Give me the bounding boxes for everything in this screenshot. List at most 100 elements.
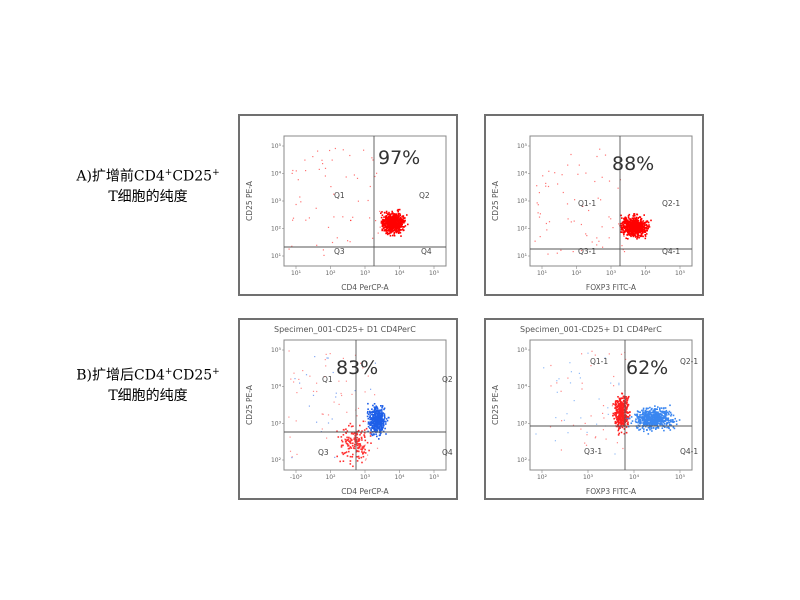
event-point xyxy=(321,413,323,415)
event-point xyxy=(636,228,639,230)
event-point xyxy=(663,429,665,432)
event-point xyxy=(636,213,638,216)
event-point xyxy=(312,390,315,392)
event-point xyxy=(620,214,622,217)
event-point xyxy=(398,229,401,232)
event-point xyxy=(596,237,598,239)
event-point xyxy=(631,230,633,233)
event-point xyxy=(649,428,651,431)
event-point xyxy=(649,406,651,409)
event-point xyxy=(668,413,670,416)
event-point xyxy=(380,429,382,432)
event-point xyxy=(395,215,397,217)
event-point xyxy=(613,375,615,378)
event-point xyxy=(369,414,371,416)
event-point xyxy=(367,421,370,423)
event-point xyxy=(341,394,343,397)
event-point xyxy=(404,219,406,222)
event-point xyxy=(363,434,366,437)
event-point xyxy=(637,421,639,424)
event-point xyxy=(395,229,397,232)
event-point xyxy=(604,154,607,156)
event-point xyxy=(621,414,624,416)
event-point xyxy=(613,385,615,387)
event-point xyxy=(604,357,606,359)
event-point xyxy=(594,437,596,439)
event-point xyxy=(538,192,540,194)
event-point xyxy=(621,403,624,406)
event-point xyxy=(656,426,658,429)
event-point xyxy=(390,219,392,222)
event-point xyxy=(636,219,639,222)
event-point xyxy=(667,417,669,420)
event-point xyxy=(356,433,359,436)
event-point xyxy=(656,418,658,420)
event-point xyxy=(367,375,369,377)
flow-plot-a-left: Q1 Q2 Q3 Q4 97% 10¹ 10² 10³ 10⁴ 10⁵ 10¹ 10² 10³ 10⁴ 10… xyxy=(238,114,458,296)
event-point xyxy=(643,224,646,226)
event-point xyxy=(623,251,626,253)
event-point xyxy=(375,416,378,419)
event-point xyxy=(569,362,571,364)
event-point xyxy=(338,403,340,405)
event-point xyxy=(629,414,631,417)
event-point xyxy=(387,219,390,222)
event-point xyxy=(623,219,626,221)
event-point xyxy=(632,217,634,220)
event-point xyxy=(643,421,645,423)
event-point xyxy=(675,420,678,422)
event-point xyxy=(625,426,628,428)
event-point xyxy=(618,426,621,428)
event-point xyxy=(621,423,623,425)
event-point xyxy=(398,218,401,221)
event-point xyxy=(654,414,657,416)
event-point xyxy=(395,214,397,216)
event-point xyxy=(384,417,386,419)
event-point xyxy=(578,164,580,166)
event-point xyxy=(327,357,329,359)
event-point xyxy=(639,229,641,232)
event-point xyxy=(647,412,650,414)
event-point xyxy=(623,222,626,224)
event-point xyxy=(543,367,545,369)
event-point xyxy=(397,224,399,227)
event-point xyxy=(374,411,376,414)
event-point xyxy=(633,217,635,219)
event-point xyxy=(382,223,384,226)
event-point xyxy=(368,449,370,452)
event-point xyxy=(633,218,635,221)
event-point xyxy=(623,397,625,399)
event-point xyxy=(371,419,374,422)
event-point xyxy=(288,350,290,352)
event-point xyxy=(396,220,399,223)
event-point xyxy=(557,183,559,185)
event-point xyxy=(621,392,624,395)
quadrant-label: Q2-1 xyxy=(680,357,698,366)
event-point xyxy=(374,407,376,410)
event-point xyxy=(537,212,539,214)
event-point xyxy=(381,405,384,407)
event-point xyxy=(622,405,625,408)
event-point xyxy=(358,450,360,453)
event-point xyxy=(653,420,655,423)
event-point xyxy=(392,213,394,215)
event-point xyxy=(628,213,631,216)
event-point xyxy=(624,226,626,229)
event-point xyxy=(642,411,644,413)
event-point xyxy=(385,418,388,420)
event-point xyxy=(407,223,409,226)
event-point xyxy=(577,173,579,175)
event-point xyxy=(620,407,622,410)
event-point xyxy=(364,420,366,422)
event-point xyxy=(570,153,572,156)
event-point xyxy=(614,400,617,402)
event-point xyxy=(646,415,648,417)
x-tick-label: 10¹ xyxy=(291,270,302,277)
event-point xyxy=(397,230,399,232)
event-point xyxy=(649,410,651,412)
event-point xyxy=(386,225,389,228)
event-point xyxy=(369,412,372,414)
event-point xyxy=(634,221,636,224)
event-point xyxy=(621,426,624,429)
event-point xyxy=(308,405,310,407)
